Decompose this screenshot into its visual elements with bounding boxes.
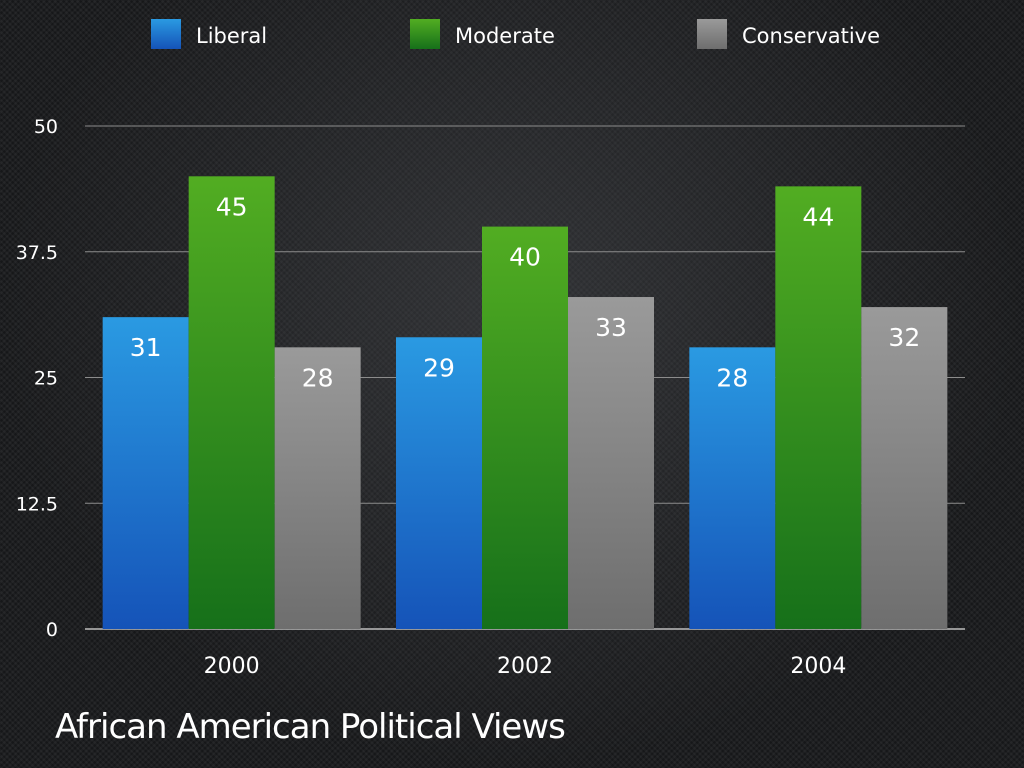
legend-label-moderate: Moderate: [455, 24, 555, 48]
legend-swatch-conservative: [697, 19, 727, 49]
x-tick-label: 2004: [790, 654, 846, 679]
data-label: 28: [302, 363, 334, 392]
legend-swatch-moderate: [410, 19, 440, 49]
data-label: 32: [888, 323, 920, 352]
legend-label-liberal: Liberal: [196, 24, 267, 48]
data-label: 28: [716, 363, 748, 392]
y-axis-ticks: 0 12.5 25 37.5 50: [16, 116, 58, 641]
legend-label-conservative: Conservative: [742, 24, 880, 48]
data-label: 44: [802, 202, 834, 231]
x-tick-label: 2002: [497, 654, 553, 679]
bar-liberal-2002: [396, 337, 482, 629]
bar-liberal-2004: [689, 347, 776, 629]
bar-moderate-2000: [188, 176, 275, 630]
bar-liberal-2000: [102, 317, 189, 629]
y-tick-label: 0: [46, 619, 58, 641]
y-tick-label: 37.5: [16, 242, 58, 264]
bar-conservative-2004: [861, 307, 948, 629]
bar-conservative-2002: [568, 297, 654, 629]
x-tick-label: 2000: [204, 654, 260, 679]
x-axis-ticks: 2000 2002 2004: [204, 654, 847, 679]
data-label: 45: [216, 192, 248, 221]
bars: [102, 176, 948, 630]
bar-moderate-2004: [775, 186, 862, 630]
data-label: 31: [130, 333, 162, 362]
legend: Liberal Moderate Conservative: [151, 19, 880, 49]
data-label: 40: [509, 243, 541, 272]
bar-conservative-2000: [274, 347, 361, 629]
y-tick-label: 50: [34, 116, 58, 138]
chart-title: African American Political Views: [55, 707, 566, 747]
data-label: 29: [423, 353, 455, 382]
y-tick-label: 25: [34, 368, 58, 390]
y-tick-label: 12.5: [16, 493, 58, 515]
data-label: 33: [595, 313, 627, 342]
bar-moderate-2002: [482, 226, 568, 629]
legend-swatch-liberal: [151, 19, 181, 49]
data-labels: 31 45 28 29 40 33 28 44 32: [130, 192, 920, 392]
